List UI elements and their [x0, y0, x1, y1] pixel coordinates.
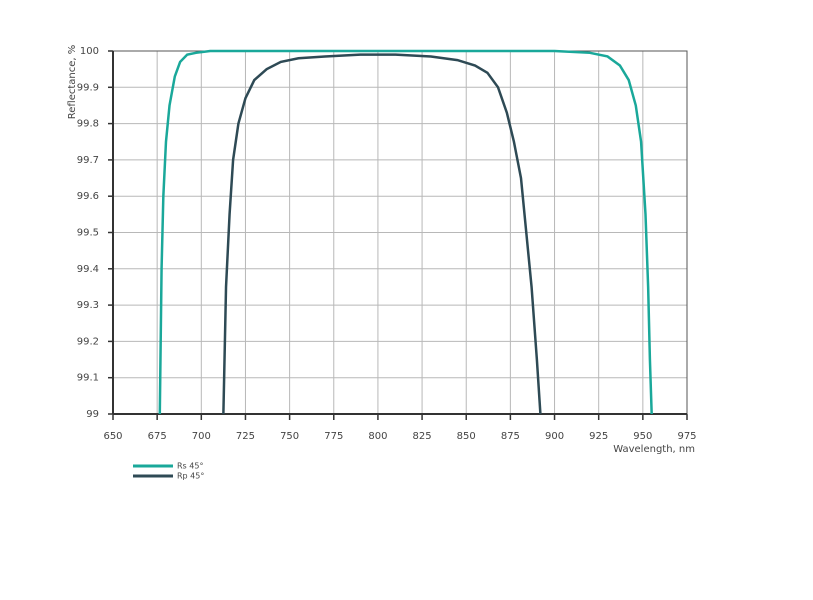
y-tick-label: 99.9: [77, 82, 99, 93]
y-tick-label: 99.7: [77, 155, 99, 166]
y-tick-label: 100: [80, 46, 99, 57]
x-tick-label: 900: [545, 431, 564, 442]
x-tick-label: 675: [148, 431, 167, 442]
x-tick-label: 750: [280, 431, 299, 442]
y-tick-label: 99.1: [77, 373, 99, 384]
x-tick-label: 950: [633, 431, 652, 442]
series-line: [222, 53, 542, 415]
y-tick-label: 99.4: [77, 264, 99, 275]
x-tick-label: 800: [368, 431, 387, 442]
x-tick-label: 725: [236, 431, 255, 442]
x-tick-label: 975: [677, 431, 696, 442]
x-tick-label: 700: [192, 431, 211, 442]
x-tick-label: 875: [501, 431, 520, 442]
legend-label: Rp 45°: [177, 472, 204, 481]
legend-label: Rs 45°: [177, 462, 203, 471]
x-tick-label: 925: [589, 431, 608, 442]
x-tick-label: 775: [324, 431, 343, 442]
y-axis-label: Reflectance, %: [67, 45, 78, 120]
x-axis-label: Wavelength, nm: [613, 444, 695, 455]
x-tick-label: 650: [103, 431, 122, 442]
y-tick-label: 99.8: [77, 119, 99, 130]
y-tick-label: 99.2: [77, 336, 99, 347]
y-tick-label: 99: [86, 409, 99, 420]
x-tick-label: 850: [457, 431, 476, 442]
y-tick-label: 99.3: [77, 300, 99, 311]
y-tick-label: 99.6: [77, 191, 99, 202]
series-line: [158, 49, 653, 415]
y-tick-label: 99.5: [77, 228, 99, 239]
x-tick-label: 825: [413, 431, 432, 442]
